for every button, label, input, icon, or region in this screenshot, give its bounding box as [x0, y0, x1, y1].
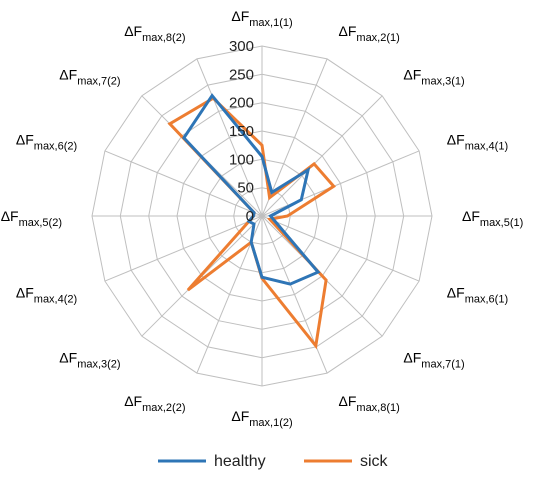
- axis-label-13: ΔFmax,5(2): [1, 208, 62, 229]
- axis-label-3: ΔFmax,3(1): [403, 67, 464, 88]
- tick-label-150: 150: [229, 123, 254, 140]
- axis-label-10: ΔFmax,2(2): [124, 393, 185, 414]
- axis-label-15: ΔFmax,7(2): [59, 67, 120, 88]
- spoke-8: [261, 215, 328, 374]
- radar-spokes: [92, 46, 432, 386]
- tick-label-300: 300: [229, 38, 254, 55]
- axis-label-7: ΔFmax,7(1): [403, 349, 464, 370]
- legend-label-healthy: healthy: [214, 453, 266, 470]
- radial-tick-labels: 0 50 100 150 200 250 300: [229, 38, 254, 225]
- tick-label-0: 0: [246, 208, 254, 225]
- axis-label-6: ΔFmax,6(1): [447, 285, 508, 306]
- axis-label-4: ΔFmax,4(1): [447, 132, 508, 153]
- axis-label-14: ΔFmax,6(2): [16, 132, 77, 153]
- tick-label-250: 250: [229, 66, 254, 83]
- legend-label-sick: sick: [360, 453, 389, 470]
- tick-label-200: 200: [229, 95, 254, 112]
- spoke-2: [261, 58, 328, 217]
- axis-label-5: ΔFmax,5(1): [462, 208, 523, 229]
- spoke-14: [104, 150, 263, 217]
- legend: healthy sick: [158, 453, 389, 470]
- axis-labels: ΔFmax,1(1) ΔFmax,2(1) ΔFmax,3(1) ΔFmax,4(1)…: [1, 8, 524, 429]
- axis-label-8: ΔFmax,8(1): [339, 393, 400, 414]
- spoke-3: [261, 95, 383, 217]
- spoke-12: [104, 215, 263, 282]
- axis-label-2: ΔFmax,2(1): [339, 23, 400, 44]
- axis-label-12: ΔFmax,4(2): [16, 285, 77, 306]
- series-layer: [167, 93, 336, 350]
- spoke-6: [261, 215, 420, 282]
- axis-label-11: ΔFmax,3(2): [59, 349, 120, 370]
- series-line-healthy: [181, 93, 321, 286]
- spoke-16: [196, 58, 263, 217]
- tick-label-100: 100: [229, 151, 254, 168]
- axis-label-16: ΔFmax,8(2): [124, 23, 185, 44]
- tick-label-50: 50: [237, 180, 254, 197]
- axis-label-9: ΔFmax,1(2): [231, 408, 292, 429]
- axis-label-1: ΔFmax,1(1): [231, 8, 292, 29]
